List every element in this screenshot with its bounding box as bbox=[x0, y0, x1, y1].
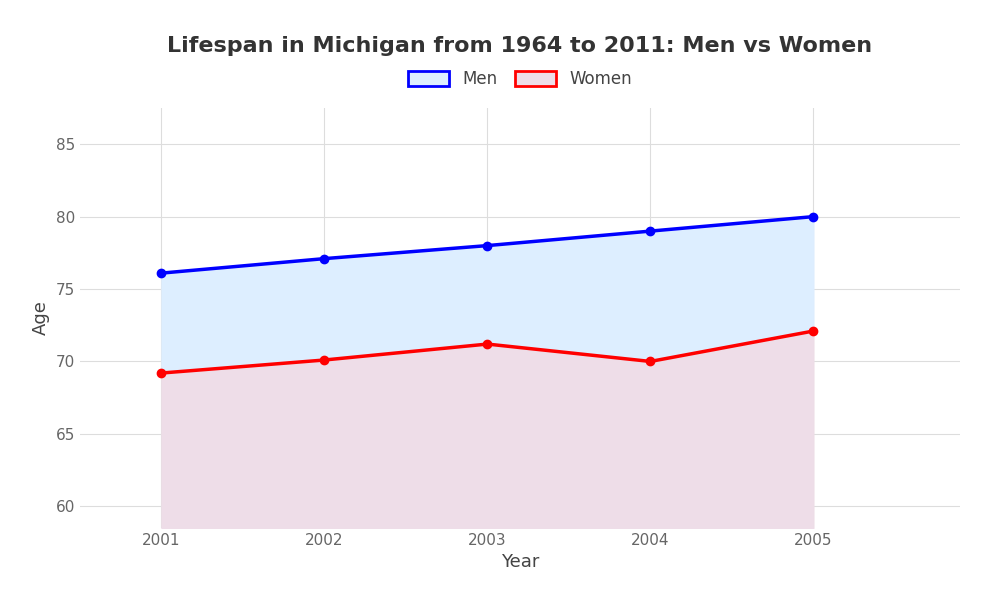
Y-axis label: Age: Age bbox=[32, 301, 50, 335]
Title: Lifespan in Michigan from 1964 to 2011: Men vs Women: Lifespan in Michigan from 1964 to 2011: … bbox=[167, 37, 873, 56]
X-axis label: Year: Year bbox=[501, 553, 539, 571]
Legend: Men, Women: Men, Women bbox=[399, 62, 641, 97]
